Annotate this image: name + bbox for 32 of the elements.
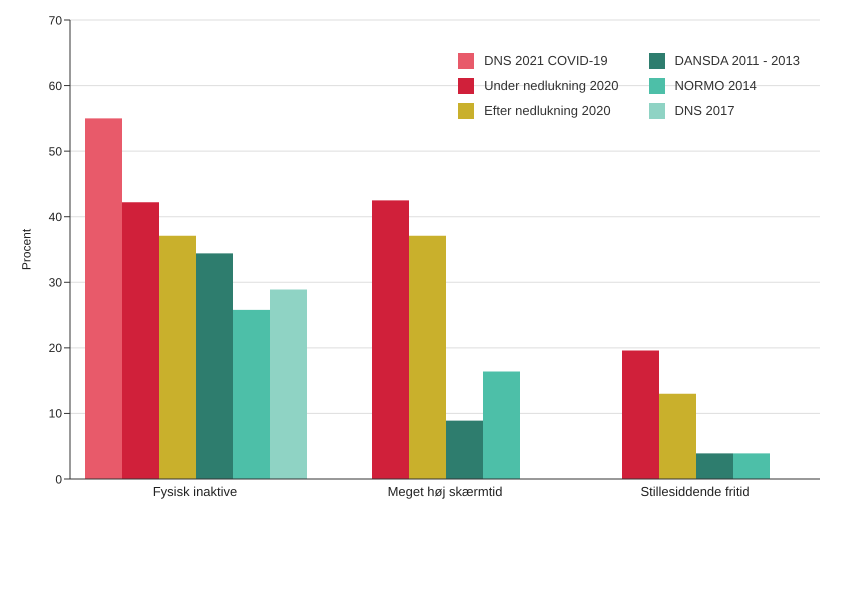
bar xyxy=(233,310,270,479)
x-tick-label: Meget høj skærmtid xyxy=(388,484,502,500)
y-tick-label: 70 xyxy=(48,13,62,28)
legend-label: Efter nedlukning 2020 xyxy=(484,103,611,118)
x-tick-label: Stillesiddende fritid xyxy=(640,484,750,500)
bar xyxy=(483,371,520,479)
x-tick-label: Fysisk inaktive xyxy=(152,484,238,500)
bar xyxy=(372,200,409,479)
bar xyxy=(733,453,770,479)
bar xyxy=(409,236,446,479)
bar xyxy=(622,350,659,479)
y-tick-label: 30 xyxy=(48,276,62,290)
y-axis-title: Procent xyxy=(19,228,34,270)
bar xyxy=(659,394,696,479)
y-tick-label: 0 xyxy=(55,472,62,486)
legend-label: NORMO 2014 xyxy=(674,78,757,93)
bar xyxy=(159,236,196,479)
bar xyxy=(122,202,159,479)
bar xyxy=(270,290,307,479)
bar xyxy=(446,420,483,479)
bar xyxy=(85,118,122,479)
y-tick-label: 50 xyxy=(48,144,62,158)
bar xyxy=(696,453,733,479)
legend-label: DNS 2017 xyxy=(674,103,734,118)
bar xyxy=(196,253,233,479)
y-tick-label: 40 xyxy=(48,210,62,224)
legend-label: DNS 2021 COVID-19 xyxy=(484,53,608,68)
legend-label: DANSDA 2011 - 2013 xyxy=(674,53,800,68)
y-tick-label: 10 xyxy=(48,406,62,421)
legend-label: Under nedlukning 2020 xyxy=(484,78,618,93)
y-tick-label: 60 xyxy=(48,78,62,93)
y-tick-label: 20 xyxy=(48,341,62,356)
